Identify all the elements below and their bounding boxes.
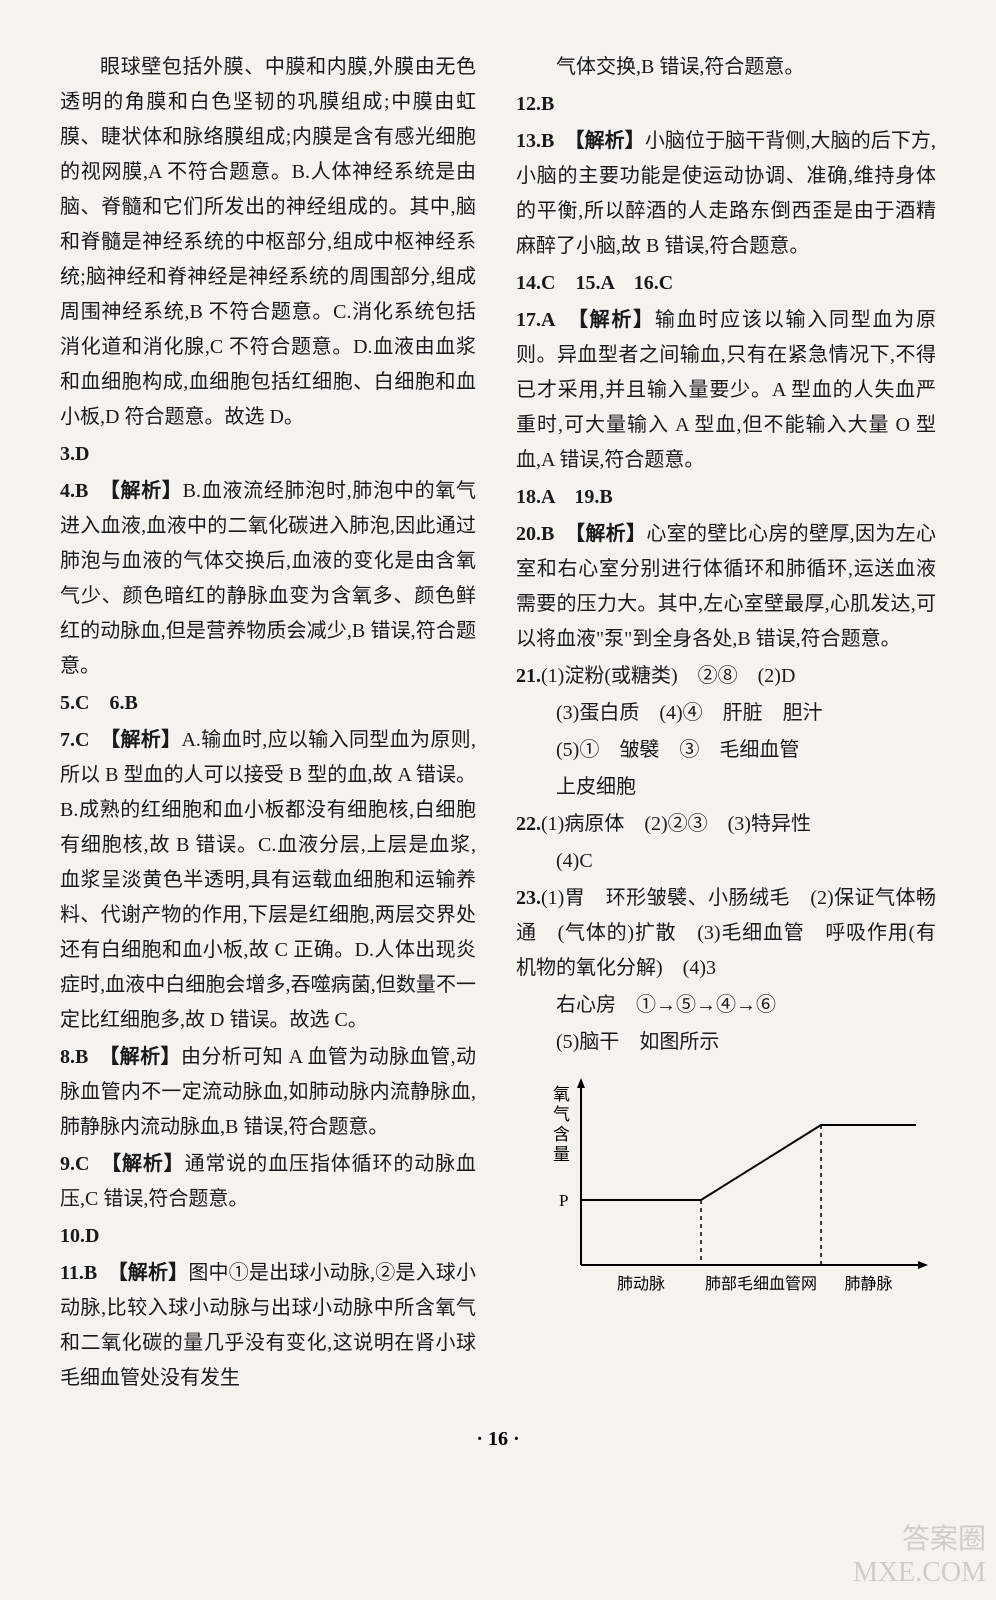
answer-11-prefix: 11.B 【解析】 [60, 1262, 188, 1284]
answer-7-text: A.输血时,应以输入同型血为原则,所以 B 型血的人可以接受 B 型的血,故 A… [60, 729, 476, 1031]
oxygen-chart: 氧气含量 P 肺动脉 肺部毛细血管网 肺静脉 [536, 1070, 936, 1310]
answer-21-line3: (5)① 皱襞 ③ 毛细血管 [516, 733, 936, 768]
watermark-line2: MXE.COM [853, 1556, 986, 1590]
answer-7: 7.C 【解析】A.输血时,应以输入同型血为原则,所以 B 型血的人可以接受 B… [60, 723, 476, 1038]
answer-23-line2: 右心房 ①→⑤→④→⑥ [516, 988, 936, 1023]
answer-5-6: 5.C 6.B [60, 686, 476, 721]
svg-text:P: P [559, 1191, 568, 1210]
continuation-11: 气体交换,B 错误,符合题意。 [516, 50, 936, 85]
svg-text:肺动脉: 肺动脉 [617, 1275, 665, 1293]
answer-13: 13.B 【解析】小脑位于脑干背侧,大脑的后下方,小脑的主要功能是使运动协调、准… [516, 124, 936, 264]
answer-12: 12.B [516, 87, 936, 122]
left-column: 眼球壁包括外膜、中膜和内膜,外膜由无色透明的角膜和白色坚韧的巩膜组成;中膜由虹膜… [60, 50, 476, 1398]
answer-11: 11.B 【解析】图中①是出球小动脉,②是入球小动脉,比较入球小动脉与出球小动脉… [60, 1256, 476, 1396]
answer-22-line2: (4)C [516, 844, 936, 879]
answer-20: 20.B 【解析】心室的壁比心房的壁厚,因为左心室和右心室分别进行体循环和肺循环… [516, 517, 936, 657]
answer-9-prefix: 9.C 【解析】 [60, 1153, 185, 1175]
svg-text:气: 气 [553, 1105, 570, 1124]
answer-4: 4.B 【解析】B.血液流经肺泡时,肺泡中的氧气进入血液,血液中的二氧化碳进入肺… [60, 474, 476, 684]
answer-23-line1: 23.(1)胃 环形皱襞、小肠绒毛 (2)保证气体畅通 (气体的)扩散 (3)毛… [516, 881, 936, 986]
svg-text:含: 含 [553, 1125, 570, 1144]
oxygen-chart-svg: 氧气含量 P 肺动脉 肺部毛细血管网 肺静脉 [536, 1070, 936, 1310]
answer-9: 9.C 【解析】通常说的血压指体循环的动脉血压,C 错误,符合题意。 [60, 1147, 476, 1217]
watermark: 答案圈 MXE.COM [853, 1523, 986, 1590]
answer-21-line2: (3)蛋白质 (4)④ 肝脏 胆汁 [516, 696, 936, 731]
svg-text:量: 量 [553, 1145, 570, 1164]
answer-22-line1: 22.(1)病原体 (2)②③ (3)特异性 [516, 807, 936, 842]
answer-14-16: 14.C 15.A 16.C [516, 266, 936, 301]
answer-17-text: 输血时应该以输入同型血为原则。异血型者之间输血,只有在紧急情况下,不得已才采用,… [516, 309, 936, 471]
svg-text:氧: 氧 [553, 1085, 570, 1104]
page-content: 眼球壁包括外膜、中膜和内膜,外膜由无色透明的角膜和白色坚韧的巩膜组成;中膜由虹膜… [60, 50, 936, 1398]
page-number: · 16 · [60, 1428, 936, 1451]
answer-21-line4: 上皮细胞 [516, 770, 936, 805]
right-column: 气体交换,B 错误,符合题意。 12.B 13.B 【解析】小脑位于脑干背侧,大… [516, 50, 936, 1398]
answer-18-19: 18.A 19.B [516, 480, 936, 515]
answer-20-prefix: 20.B 【解析】 [516, 523, 646, 545]
answer-17: 17.A 【解析】输血时应该以输入同型血为原则。异血型者之间输血,只有在紧急情况… [516, 303, 936, 478]
svg-text:肺静脉: 肺静脉 [844, 1275, 892, 1293]
answer-7-prefix: 7.C 【解析】 [60, 729, 181, 751]
answer-8: 8.B 【解析】由分析可知 A 血管为动脉血管,动脉血管内不一定流动脉血,如肺动… [60, 1040, 476, 1145]
watermark-line1: 答案圈 [853, 1523, 986, 1557]
answer-4-text: B.血液流经肺泡时,肺泡中的氧气进入血液,血液中的二氧化碳进入肺泡,因此通过肺泡… [60, 480, 476, 677]
svg-text:肺部毛细血管网: 肺部毛细血管网 [705, 1275, 817, 1293]
answer-21-line1: 21.(1)淀粉(或糖类) ②⑧ (2)D [516, 659, 936, 694]
answer-8-prefix: 8.B 【解析】 [60, 1046, 181, 1068]
answer-3: 3.D [60, 437, 476, 472]
continuation-paragraph: 眼球壁包括外膜、中膜和内膜,外膜由无色透明的角膜和白色坚韧的巩膜组成;中膜由虹膜… [60, 50, 476, 435]
answer-13-prefix: 13.B 【解析】 [516, 130, 645, 152]
answer-4-prefix: 4.B 【解析】 [60, 480, 183, 502]
answer-23-line3: (5)脑干 如图所示 [516, 1025, 936, 1060]
answer-17-prefix: 17.A 【解析】 [516, 309, 655, 331]
answer-10: 10.D [60, 1219, 476, 1254]
